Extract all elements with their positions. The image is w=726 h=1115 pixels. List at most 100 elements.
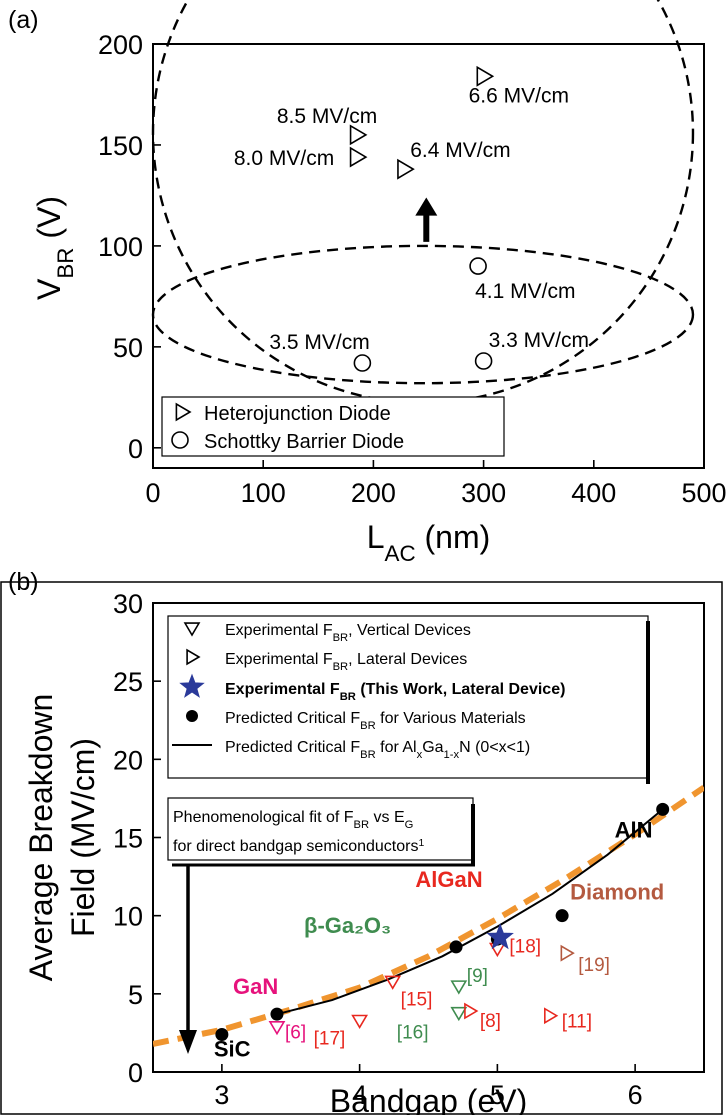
legend-marker-heterojunction bbox=[175, 402, 192, 422]
algan-predicted-curve bbox=[276, 808, 664, 1016]
y-tick-label-b: 10 bbox=[113, 902, 143, 932]
vertical-device-ref: [18] bbox=[509, 936, 541, 957]
legend-entry-part: Experimental F bbox=[225, 681, 340, 698]
y-tick-label-b: 25 bbox=[113, 667, 143, 697]
material-point bbox=[656, 802, 670, 816]
arrow-head-a bbox=[415, 197, 438, 216]
legend-entry-part: N (0<x<1) bbox=[459, 739, 530, 756]
legend-entry: Experimental FBR, Lateral Devices bbox=[225, 651, 467, 673]
heterojunction-label: 8.0 MV/cm bbox=[234, 147, 334, 170]
y-axis-label-a-part: (V) bbox=[31, 196, 67, 248]
vertical-device-ref: [9] bbox=[467, 966, 488, 987]
legend-entry-part: Predicted Critical F bbox=[225, 739, 360, 756]
lateral-device-point bbox=[560, 944, 575, 962]
vertical-device-ref: [6] bbox=[285, 1023, 306, 1044]
y-axis-label-a-part: V bbox=[31, 278, 67, 300]
material-point bbox=[215, 1027, 229, 1041]
vertical-device-point bbox=[450, 1006, 468, 1022]
x-tick-label-a: 100 bbox=[241, 478, 286, 508]
legend-entry-part: Experimental F bbox=[225, 651, 333, 668]
material-point bbox=[555, 909, 569, 923]
plot-frame-a bbox=[152, 43, 705, 469]
y-tick-label-b: 30 bbox=[113, 589, 143, 619]
heterojunction-point bbox=[349, 146, 368, 168]
heterojunction-label: 6.4 MV/cm bbox=[410, 139, 510, 162]
legend-marker bbox=[183, 622, 201, 637]
vertical-device-point bbox=[450, 980, 468, 995]
material-point bbox=[449, 940, 463, 954]
vertical-device-ref: [16] bbox=[397, 1023, 429, 1044]
fit-arrow-head bbox=[179, 1030, 197, 1054]
fit-box-line1-part: Phenomenological fit of F bbox=[173, 809, 354, 826]
legend-label-heterojunction: Heterojunction Diode bbox=[204, 403, 391, 425]
fit-box-line2: for direct bandgap semiconductors1 bbox=[173, 838, 424, 856]
legend-entry-part: BR bbox=[333, 632, 349, 644]
vertical-device-ref: [15] bbox=[401, 989, 433, 1010]
schottky-point bbox=[353, 354, 372, 372]
panel-b-chart: (b) 3 4 5 6 0 5 10 15 20 25 30 Bandgap (eV) Average B… bbox=[0, 568, 723, 1115]
fit-box-line2-part: for direct bandgap semiconductors bbox=[173, 838, 418, 855]
x-tick-label-b: 4 bbox=[352, 1080, 367, 1110]
y-axis-label-b-line2: Field (MV/cm) bbox=[65, 738, 101, 937]
x-tick-label-b: 6 bbox=[628, 1080, 643, 1110]
heterojunction-label: 8.5 MV/cm bbox=[277, 105, 377, 128]
x-axis-label-b: Bandgap (eV) bbox=[330, 1083, 527, 1115]
dashed-ellipse-schottky bbox=[151, 244, 695, 385]
panel-a-chart: (a) 0 100 200 300 400 500 0 50 100 150 200 LAC (nm) V… bbox=[8, 0, 726, 566]
y-tick-label-b: 0 bbox=[128, 1058, 143, 1088]
material-label: SiC bbox=[214, 1036, 251, 1061]
schottky-label: 3.3 MV/cm bbox=[489, 329, 589, 352]
material-label: β-Ga₂O₃ bbox=[304, 913, 391, 938]
fit-curve-orange bbox=[153, 785, 704, 1047]
legend-entry: Experimental FBR (This Work, Lateral Dev… bbox=[225, 681, 565, 703]
material-label: Diamond bbox=[570, 880, 664, 905]
fit-box-line1: Phenomenological fit of FBR vs EG bbox=[173, 809, 413, 831]
legend-marker bbox=[186, 648, 201, 666]
y-tick-label-a: 50 bbox=[113, 333, 143, 363]
material-point bbox=[270, 1007, 284, 1021]
fit-box-line1-part: G bbox=[405, 819, 414, 831]
y-tick-label-a: 0 bbox=[128, 434, 143, 464]
legend-box-b bbox=[167, 615, 649, 779]
panel-label-b: (b) bbox=[8, 568, 39, 596]
schottky-label: 4.1 MV/cm bbox=[475, 280, 575, 303]
y-tick-label-b: 5 bbox=[128, 980, 143, 1010]
legend-entry: Predicted Critical FBR for AlxGa1-xN (0<… bbox=[225, 739, 530, 761]
x-axis-label-a-part: (nm) bbox=[416, 519, 491, 555]
x-axis-label-a-part: AC bbox=[385, 541, 416, 566]
material-label: GaN bbox=[233, 974, 278, 999]
x-tick-label-a: 500 bbox=[681, 478, 726, 508]
legend-marker bbox=[179, 673, 205, 698]
y-tick-label-a: 150 bbox=[98, 131, 143, 161]
legend-entry-part: (This Work, Lateral Device) bbox=[356, 681, 566, 698]
vertical-device-point bbox=[268, 1020, 286, 1036]
y-tick-label-a: 100 bbox=[98, 232, 143, 262]
heterojunction-point bbox=[349, 124, 368, 146]
legend-entry-part: for Various Materials bbox=[376, 710, 526, 727]
legend-b: Experimental FBR, Vertical DevicesExperi… bbox=[167, 615, 649, 779]
schottky-point bbox=[469, 257, 487, 275]
legend-entry-part: 1-x bbox=[444, 749, 460, 761]
y-tick-label-b: 20 bbox=[113, 745, 143, 775]
legend-entry-part: BR bbox=[333, 661, 349, 673]
x-tick-label-a: 400 bbox=[571, 478, 616, 508]
legend-label-schottky: Schottky Barrier Diode bbox=[204, 431, 404, 453]
legend-entry-part: Experimental F bbox=[225, 622, 333, 639]
heterojunction-point bbox=[476, 65, 495, 87]
legend-entry-part: Ga bbox=[422, 739, 443, 756]
fit-box-line2-part: 1 bbox=[418, 838, 424, 849]
x-axis-label-a-part: L bbox=[367, 519, 385, 555]
schottky-label: 3.5 MV/cm bbox=[269, 331, 369, 354]
y-axis-label-a-part: BR bbox=[53, 248, 78, 279]
fit-box-line1-part: BR bbox=[354, 819, 370, 831]
x-tick-label-b: 5 bbox=[490, 1080, 505, 1110]
vertical-device-point bbox=[351, 1014, 369, 1029]
vertical-device-ref: [17] bbox=[314, 1028, 346, 1049]
material-label: AlN bbox=[615, 817, 653, 842]
lateral-device-point bbox=[464, 1002, 479, 1020]
legend-entry-part: BR bbox=[360, 720, 376, 732]
legend-entry: Predicted Critical FBR for Various Mater… bbox=[225, 710, 526, 732]
legend-entry-part: , Vertical Devices bbox=[348, 622, 471, 639]
lateral-device-point bbox=[544, 1007, 559, 1025]
